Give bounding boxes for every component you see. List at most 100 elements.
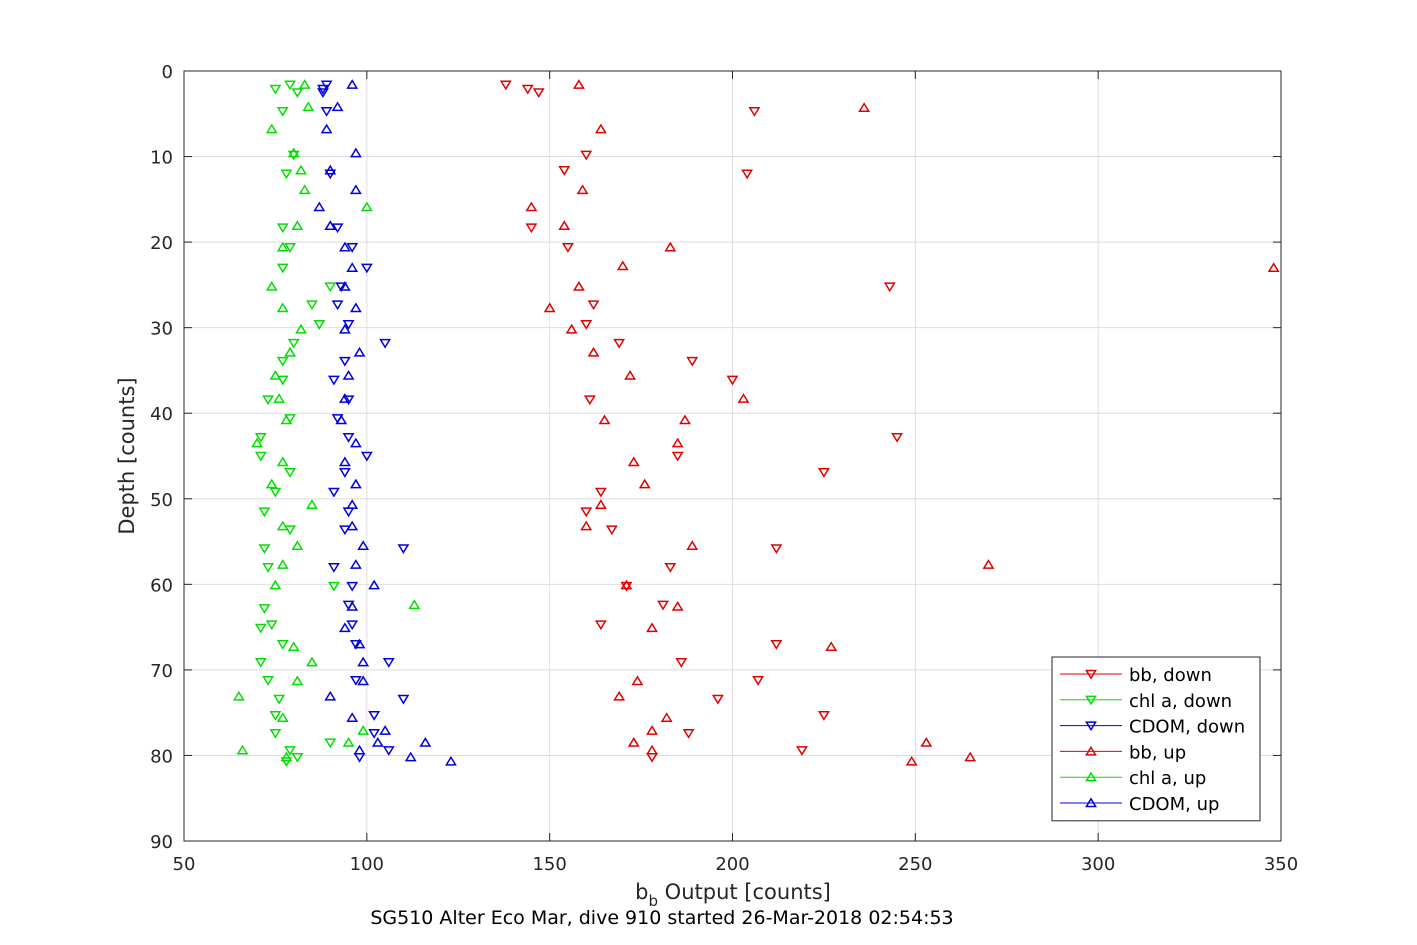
legend-label: bb, down: [1129, 665, 1212, 686]
y-tick-label: 90: [150, 832, 173, 853]
data-point: [686, 540, 699, 551]
data-point: [276, 241, 289, 252]
data-point: [360, 451, 373, 462]
data-point: [646, 622, 658, 633]
data-point: [342, 320, 355, 330]
data-point: [379, 725, 392, 735]
data-point: [382, 746, 395, 756]
data-point: [331, 101, 344, 112]
data-point: [576, 184, 589, 195]
data-point: [346, 712, 359, 722]
data-point: [587, 300, 600, 311]
data-point: [631, 675, 644, 686]
data-point: [346, 499, 359, 509]
data-point: [284, 346, 296, 357]
data-point: [269, 579, 282, 590]
data-point: [276, 263, 289, 274]
data-point: [346, 262, 359, 272]
data-point: [335, 282, 348, 293]
data-point: [236, 744, 249, 755]
legend-label: chl a, down: [1129, 691, 1232, 712]
data-point: [276, 456, 289, 467]
legend-marker: [1085, 669, 1097, 680]
data-point: [382, 657, 395, 668]
data-point: [276, 640, 289, 650]
y-tick-label: 10: [150, 148, 173, 169]
data-point: [525, 201, 538, 212]
data-point: [327, 563, 340, 573]
data-point: [317, 88, 329, 98]
legend-label: CDOM, down: [1129, 717, 1245, 738]
data-point: [284, 468, 296, 478]
data-point: [664, 563, 677, 573]
data-point: [583, 395, 596, 406]
data-point: [737, 393, 750, 403]
x-tick-labels: 50 100 150 200 250 300 350: [173, 854, 1299, 875]
data-point: [265, 620, 278, 631]
data-point: [817, 468, 830, 478]
y-tick-label: 80: [150, 746, 173, 767]
data-point: [276, 302, 289, 313]
y-tick-label: 70: [150, 661, 173, 682]
data-point: [291, 88, 304, 98]
data-point: [682, 729, 695, 739]
data-point: [265, 478, 278, 489]
data-point: [982, 559, 995, 569]
data-point: [276, 559, 289, 569]
data-point: [825, 641, 838, 651]
data-point: [565, 323, 578, 334]
data-point: [660, 712, 673, 722]
data-point: [368, 711, 381, 721]
data-point: [349, 559, 362, 569]
data-point: [353, 744, 366, 755]
data-point: [349, 640, 362, 650]
x-tick-label: 300: [1081, 854, 1115, 875]
data-point: [295, 323, 307, 334]
data-point: [349, 184, 362, 195]
data-point: [605, 525, 618, 536]
x-tick-label: 100: [350, 854, 384, 875]
data-point: [276, 223, 289, 234]
data-point: [646, 744, 658, 755]
data-point: [269, 711, 282, 721]
data-point: [291, 675, 304, 686]
data-point: [338, 281, 351, 291]
data-point: [262, 395, 275, 406]
data-point: [280, 757, 293, 768]
data-point: [232, 690, 245, 701]
data-point: [291, 752, 304, 763]
data-point: [320, 123, 333, 134]
data-point: [342, 737, 355, 747]
plot-frame: [183, 70, 1282, 842]
data-point: [331, 223, 344, 234]
data-point: [342, 369, 355, 380]
data-point: [269, 729, 282, 739]
data-point: [711, 694, 724, 705]
data-point: [265, 123, 278, 134]
caption: SG510 Alter Eco Mar, dive 910 started 26…: [370, 907, 953, 929]
data-point: [276, 375, 289, 386]
data-point: [284, 80, 296, 91]
data-point: [646, 725, 658, 735]
data-point: [964, 751, 977, 762]
series-cdom-down: [317, 80, 410, 763]
legend-item: chl a, down: [1060, 691, 1232, 712]
data-point: [262, 675, 275, 686]
data-point: [258, 604, 271, 614]
data-point: [349, 147, 362, 158]
data-point: [302, 101, 315, 112]
y-axis-title: Depth [counts]: [115, 377, 139, 534]
data-point: [324, 738, 337, 749]
data-point: [346, 581, 359, 592]
data-point: [657, 600, 669, 611]
data-point: [338, 456, 351, 467]
data-point: [273, 694, 286, 705]
y-tick-label: 30: [150, 319, 173, 340]
y-tick-label: 60: [150, 575, 173, 596]
data-point: [587, 346, 600, 357]
data-point: [357, 725, 370, 735]
data-point: [269, 369, 282, 380]
data-point: [287, 338, 300, 349]
data-point: [338, 393, 351, 403]
data-point: [613, 338, 626, 349]
